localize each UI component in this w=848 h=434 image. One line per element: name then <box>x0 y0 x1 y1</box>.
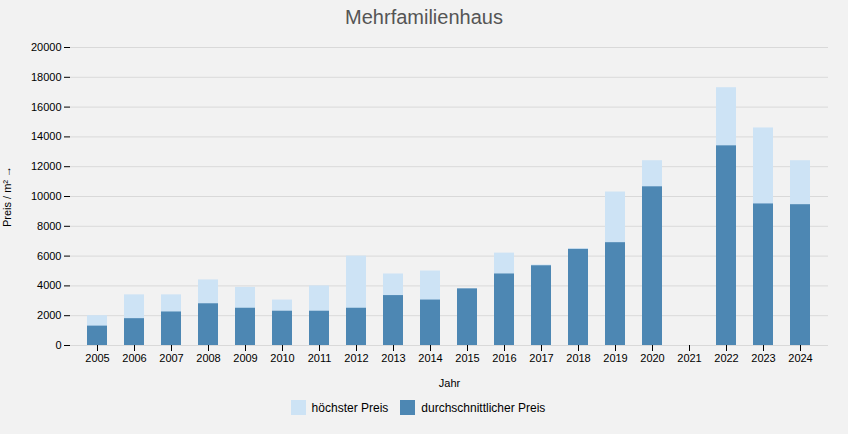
svg-text:2005: 2005 <box>85 352 109 364</box>
svg-text:2022: 2022 <box>714 352 738 364</box>
svg-text:2012: 2012 <box>344 352 368 364</box>
svg-text:2000: 2000 <box>37 309 61 321</box>
svg-text:2011: 2011 <box>308 352 332 364</box>
svg-text:Preis / m² →: Preis / m² → <box>1 166 13 227</box>
svg-text:12000: 12000 <box>31 160 62 172</box>
svg-text:18000: 18000 <box>31 71 62 83</box>
svg-text:2010: 2010 <box>270 352 294 364</box>
svg-text:2008: 2008 <box>196 352 220 364</box>
html-text:durchschnittlicher Preis: durchschnittlicher Preis <box>421 400 546 415</box>
svg-text:14000: 14000 <box>31 130 62 142</box>
svg-text:2021: 2021 <box>677 352 701 364</box>
svg-text:8000: 8000 <box>37 220 61 232</box>
svg-text:2015: 2015 <box>455 352 479 364</box>
svg-text:2016: 2016 <box>492 352 516 364</box>
svg-text:2014: 2014 <box>418 352 442 364</box>
svg-text:0: 0 <box>55 339 61 351</box>
svg-text:Jahr: Jahr <box>439 377 461 389</box>
svg-text:2013: 2013 <box>381 352 405 364</box>
svg-text:6000: 6000 <box>37 250 61 262</box>
svg-text:2009: 2009 <box>233 352 257 364</box>
svg-text:2018: 2018 <box>566 352 590 364</box>
svg-text:20000: 20000 <box>31 41 62 53</box>
svg-text:2024: 2024 <box>788 352 812 364</box>
svg-text:2019: 2019 <box>603 352 627 364</box>
svg-text:2020: 2020 <box>640 352 664 364</box>
svg-text:2007: 2007 <box>159 352 183 364</box>
html-text:Mehrfamilienhaus: Mehrfamilienhaus <box>345 6 503 28</box>
svg-text:4000: 4000 <box>37 279 61 291</box>
svg-text:16000: 16000 <box>31 101 62 113</box>
svg-text:2017: 2017 <box>529 352 553 364</box>
svg-text:2023: 2023 <box>751 352 775 364</box>
svg-text:10000: 10000 <box>31 190 62 202</box>
svg-text:2006: 2006 <box>122 352 146 364</box>
html-text:höchster Preis: höchster Preis <box>311 400 389 415</box>
